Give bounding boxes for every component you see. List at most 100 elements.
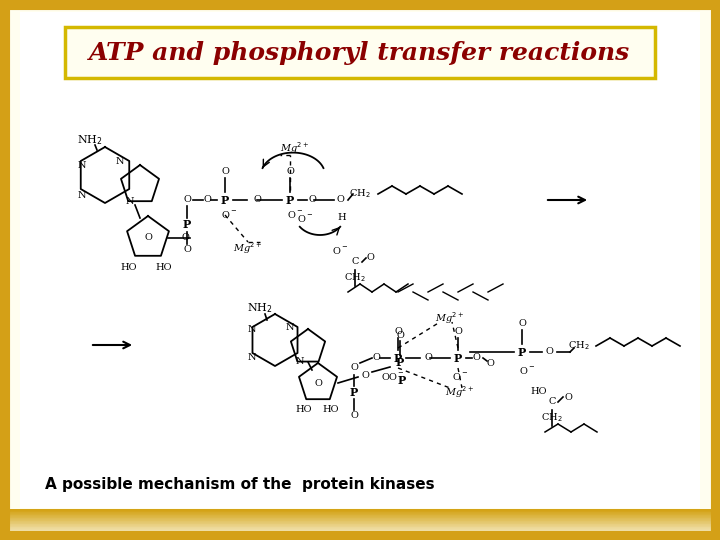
Text: O$^-$: O$^-$ [221, 210, 237, 220]
Text: CH$_2$: CH$_2$ [344, 272, 366, 285]
Text: CH$_2$: CH$_2$ [541, 411, 563, 424]
Bar [65, 27, 655, 78]
Text: O: O [336, 195, 344, 205]
Text: O$^-$: O$^-$ [388, 370, 404, 381]
Text: O$^-$: O$^-$ [332, 245, 348, 255]
Bar [0, 512, 720, 514]
Text: N: N [78, 191, 86, 199]
Text: O: O [366, 253, 374, 261]
Text: ATP and phosphoryl transfer reactions: ATP and phosphoryl transfer reactions [89, 40, 631, 65]
Text: A possible mechanism of the  protein kinases: A possible mechanism of the protein kina… [45, 477, 435, 492]
Text: O: O [203, 195, 211, 205]
Text: O: O [486, 360, 494, 368]
Bar [0, 518, 720, 519]
Text: H: H [338, 213, 346, 222]
Text: O: O [372, 354, 380, 362]
Text: Mg$^{2+}$: Mg$^{2+}$ [446, 384, 474, 400]
Text: O: O [350, 363, 358, 373]
Text: HO: HO [155, 264, 171, 273]
Text: P: P [394, 353, 402, 363]
Text: HO: HO [295, 406, 312, 415]
Bar [0, 531, 720, 534]
Text: O: O [308, 195, 316, 205]
Text: O$^-$: O$^-$ [519, 364, 535, 375]
Text: HO: HO [322, 406, 338, 415]
Bar [0, 523, 720, 525]
Text: N: N [78, 160, 86, 170]
Bar [0, 514, 720, 516]
Text: O: O [183, 246, 191, 254]
Text: O: O [350, 411, 358, 421]
Text: P: P [454, 353, 462, 363]
Bar [0, 509, 720, 511]
Text: O$^-$: O$^-$ [297, 213, 313, 224]
Text: P: P [398, 375, 406, 387]
Text: O: O [361, 370, 369, 380]
Text: NH$_2$: NH$_2$ [77, 133, 103, 147]
Bar [0, 535, 720, 536]
Text: CH$_2$: CH$_2$ [568, 340, 590, 353]
Text: N: N [248, 353, 256, 361]
Text: O: O [183, 195, 191, 205]
Bar [0, 510, 720, 511]
Bar [0, 516, 720, 518]
Bar [0, 531, 720, 532]
Bar [0, 537, 720, 539]
Bar [0, 529, 720, 531]
Text: P: P [350, 387, 358, 397]
Bar [0, 510, 720, 512]
Text: NH$_2$: NH$_2$ [247, 301, 273, 315]
Bar [0, 529, 720, 530]
Text: O: O [381, 374, 389, 382]
Text: P: P [221, 194, 229, 206]
Bar [0, 516, 720, 517]
Bar [0, 533, 720, 535]
Bar [0, 528, 720, 530]
Bar [0, 527, 720, 529]
Bar [0, 514, 720, 515]
Bar [0, 511, 720, 513]
Bar [0, 521, 720, 523]
Text: Mg$^{2+}$: Mg$^{2+}$ [281, 140, 310, 156]
Bar [0, 519, 720, 521]
Text: N: N [126, 198, 134, 206]
Text: O: O [314, 379, 322, 388]
Text: CH$_2$: CH$_2$ [349, 187, 371, 200]
Text: P: P [183, 219, 191, 230]
Text: P: P [286, 194, 294, 206]
Text: O: O [564, 393, 572, 402]
Bar [0, 525, 720, 526]
Bar [0, 537, 720, 538]
Bar [0, 520, 720, 522]
Text: N: N [248, 326, 256, 334]
Bar [0, 522, 720, 523]
Text: O: O [545, 348, 553, 356]
Bar [0, 523, 720, 524]
Text: O$^-$: O$^-$ [287, 210, 303, 220]
Text: HO: HO [530, 388, 546, 396]
Text: N: N [296, 357, 305, 367]
Text: C: C [351, 258, 359, 267]
Text: O: O [286, 167, 294, 177]
Bar [0, 536, 720, 538]
Text: P: P [518, 347, 526, 357]
Bar [0, 535, 720, 537]
Text: O$^-$: O$^-$ [451, 370, 468, 381]
Bar [0, 532, 720, 534]
Text: N: N [286, 322, 294, 332]
Bar [0, 526, 720, 528]
Text: Mg$^{2+}$: Mg$^{2+}$ [436, 310, 464, 326]
Text: O: O [472, 354, 480, 362]
Text: O: O [181, 233, 189, 242]
Text: HO: HO [120, 264, 137, 273]
Text: O: O [396, 330, 404, 340]
Text: C: C [549, 397, 556, 407]
Text: P: P [396, 357, 404, 368]
Bar [0, 530, 720, 532]
Text: O: O [221, 167, 229, 177]
Bar [0, 524, 720, 526]
Text: O: O [518, 320, 526, 328]
Text: N: N [116, 158, 125, 166]
Bar [0, 519, 720, 521]
Bar [0, 525, 720, 527]
